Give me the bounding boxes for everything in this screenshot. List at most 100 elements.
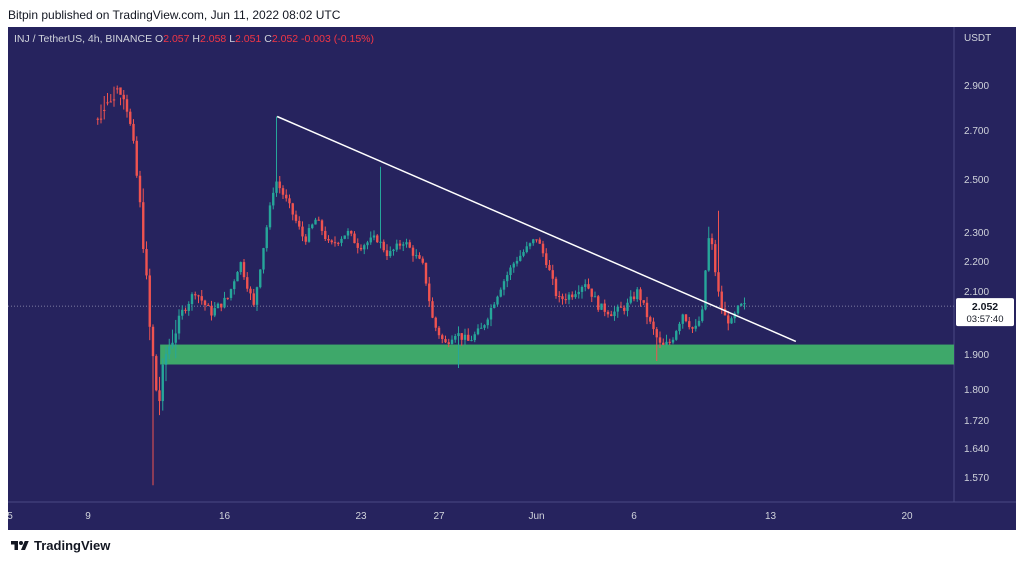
candle-body (239, 262, 242, 273)
candle (233, 279, 236, 295)
candle-body (372, 235, 376, 238)
chart-frame[interactable] (8, 27, 1016, 530)
candle-body (402, 244, 405, 246)
candle-body (246, 277, 249, 289)
x-tick-label: 16 (219, 511, 231, 522)
candle (418, 252, 421, 260)
candle (220, 303, 223, 312)
candle (135, 136, 138, 178)
candle-body (119, 87, 122, 95)
candle-body (434, 317, 437, 328)
candle-body (720, 291, 723, 309)
candle-body (268, 205, 272, 228)
candle-body (385, 250, 389, 257)
change-value: -0.003 (-0.15%) (301, 33, 374, 45)
candle-body (194, 294, 197, 296)
candle-body (392, 249, 395, 252)
candle (421, 256, 424, 265)
candle-body (411, 247, 415, 256)
candle-body (541, 243, 545, 254)
candle (369, 231, 372, 245)
close-value: 2.052 (271, 33, 299, 45)
candle-body (408, 242, 411, 248)
candle-body (389, 251, 392, 257)
candle (525, 241, 528, 254)
candle-body (272, 192, 275, 206)
candle-body (704, 270, 707, 310)
candle (350, 230, 353, 237)
candle (600, 303, 603, 310)
price-chart[interactable]: 2.900 2.700 2.500 2.300 2.200 2.100 1.900 1.800… (8, 27, 1016, 530)
candle-body (697, 320, 701, 326)
candle-body (587, 284, 590, 289)
candle (197, 294, 200, 304)
candle (272, 187, 275, 210)
candle-body (103, 109, 106, 111)
candle (382, 239, 385, 253)
candle (356, 238, 359, 254)
candle (116, 85, 119, 94)
tradingview-logo-icon (11, 540, 29, 550)
candle-body (330, 240, 333, 243)
candle (740, 302, 743, 307)
candle-body (454, 336, 457, 340)
candle (359, 244, 363, 252)
candle (717, 210, 720, 297)
x-tick-label: 20 (901, 511, 913, 522)
candle (684, 313, 688, 323)
candle (671, 337, 675, 345)
candle (379, 166, 382, 249)
candle-body (203, 300, 207, 306)
candle (658, 331, 662, 348)
candle (606, 310, 610, 318)
candle (522, 249, 525, 258)
candle-body (184, 309, 187, 311)
candle-body (525, 246, 528, 253)
candle (268, 202, 272, 230)
candle (515, 256, 519, 267)
candle (424, 262, 428, 286)
candle (164, 346, 168, 382)
candle-body (457, 333, 460, 337)
tradingview-logo[interactable]: TradingView (10, 538, 110, 553)
candle-body (441, 335, 444, 340)
candle-body (558, 296, 561, 298)
candle-body (148, 275, 151, 327)
candle (431, 297, 434, 319)
x-tick-label: Jun (528, 511, 544, 522)
candle-body (181, 309, 184, 316)
candle-body (561, 296, 564, 300)
candle (142, 188, 145, 253)
candle (470, 335, 473, 342)
candle (473, 331, 476, 343)
candle-body (662, 342, 665, 345)
candle (291, 202, 294, 221)
support-zone (160, 344, 954, 365)
symbol-name: INJ / TetherUS, 4h, BINANCE (14, 33, 153, 45)
candle-body (463, 334, 467, 340)
y-tick-label: 2.700 (964, 126, 989, 137)
candle (577, 285, 580, 299)
high-label: H (192, 33, 200, 45)
candle-body (395, 243, 398, 250)
candle-body (226, 297, 229, 299)
candle-body (727, 315, 730, 324)
candle (603, 299, 606, 317)
candle (502, 279, 506, 296)
candle (587, 278, 590, 290)
candle-body (220, 303, 223, 308)
candle-body (122, 94, 125, 100)
candle (343, 235, 346, 240)
candle-body (259, 269, 262, 288)
candle (668, 338, 671, 346)
candle-body (187, 304, 190, 311)
candle (226, 297, 229, 300)
candle-body (590, 288, 593, 297)
candle-body (265, 227, 268, 249)
candle-body (304, 236, 307, 242)
candle-body (714, 244, 717, 273)
candle-body (655, 329, 658, 338)
candle (463, 328, 467, 346)
candle-body (613, 311, 616, 317)
candle (255, 286, 259, 312)
